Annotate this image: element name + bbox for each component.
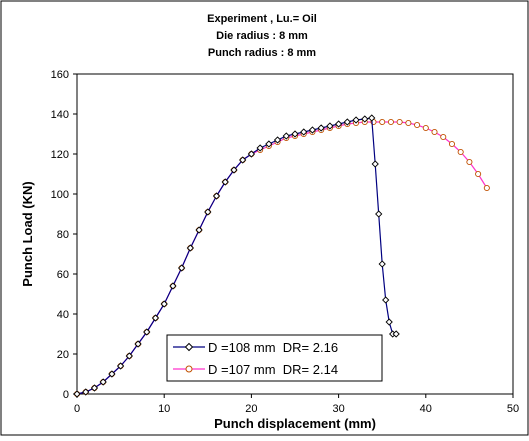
data-point-series-1 [169, 282, 177, 290]
legend: D =108 mm DR= 2.16 D =107 mm DR= 2.14 [166, 334, 383, 382]
legend-box [166, 334, 383, 382]
data-point-series-2 [414, 121, 421, 129]
data-point-series-1 [300, 128, 308, 136]
data-point-series-1 [212, 192, 221, 200]
y-tick-label: 0 [63, 389, 69, 401]
y-tick-label: 160 [51, 69, 69, 81]
data-point-series-1 [368, 114, 376, 122]
y-axis: 0 20 40 60 80 100 120 140 160 [51, 69, 77, 401]
data-point-series-2 [457, 148, 464, 156]
y-axis-title: Punch Load (KN) [20, 181, 35, 286]
data-point-series-1 [186, 244, 194, 252]
y-tick-label: 100 [51, 189, 69, 201]
legend-marker-2 [185, 365, 193, 373]
data-point-series-1 [239, 156, 247, 164]
data-point-series-1 [343, 118, 351, 126]
data-point-series-2 [379, 118, 386, 126]
data-point-series-1 [385, 318, 393, 326]
data-point-series-1 [382, 296, 390, 304]
data-point-series-1 [73, 390, 81, 398]
data-point-series-1 [317, 124, 325, 132]
data-point-series-1 [230, 166, 238, 174]
data-point-series-1 [195, 226, 203, 234]
data-point-series-1 [265, 140, 273, 148]
data-point-series-1 [256, 144, 264, 152]
data-point-series-1 [99, 378, 107, 386]
y-tick-label: 140 [51, 109, 69, 121]
x-axis-title: Punch displacement (mm) [214, 416, 376, 431]
data-point-series-1 [378, 260, 386, 268]
x-tick-label: 40 [420, 403, 432, 415]
x-tick-label: 50 [507, 403, 519, 415]
data-point-series-2 [396, 118, 403, 126]
data-point-series-1 [108, 370, 116, 378]
data-point-series-1 [82, 388, 90, 396]
data-point-series-2 [431, 128, 438, 136]
data-point-series-1 [151, 314, 160, 322]
chart-title-line-2: Die radius : 8 mm [216, 30, 308, 42]
data-point-series-2 [405, 119, 412, 127]
data-point-series-1 [334, 120, 343, 128]
x-tick-label: 0 [74, 403, 80, 415]
data-point-series-1 [116, 362, 125, 370]
x-tick-label: 30 [332, 403, 344, 415]
data-point-series-1 [326, 122, 334, 130]
data-point-series-1 [143, 328, 151, 336]
data-point-series-1 [90, 384, 99, 392]
x-axis: 0 10 20 30 40 50 [74, 394, 519, 415]
x-tick-label: 20 [245, 403, 257, 415]
data-point-series-2 [466, 158, 473, 166]
data-point-series-1 [361, 115, 369, 123]
data-point-series-1 [221, 178, 229, 186]
legend-label-1: D =108 mm DR= 2.16 [208, 340, 338, 355]
y-tick-label: 60 [57, 269, 69, 281]
x-tick-label: 10 [158, 403, 170, 415]
data-point-series-2 [483, 184, 490, 192]
chart-title-line-1: Experiment , Lu.= Oil [207, 13, 317, 25]
chart-title-line-3: Punch radius : 8 mm [208, 47, 316, 59]
data-point-series-1 [134, 340, 142, 348]
data-point-series-1 [125, 352, 133, 360]
y-tick-label: 120 [51, 149, 69, 161]
data-point-series-2 [440, 133, 447, 141]
y-tick-label: 80 [57, 229, 69, 241]
data-point-series-1 [247, 150, 256, 158]
data-point-series-2 [475, 170, 482, 178]
legend-label-2: D =107 mm DR= 2.14 [208, 362, 338, 377]
y-tick-label: 40 [57, 309, 69, 321]
data-point-series-1 [371, 160, 379, 168]
data-point-series-1 [204, 208, 212, 216]
data-point-series-1 [160, 300, 168, 308]
series-layer [73, 114, 490, 398]
data-point-series-1 [392, 330, 400, 338]
data-point-series-2 [387, 118, 394, 126]
data-point-series-1 [291, 130, 299, 138]
data-point-series-1 [308, 126, 317, 134]
data-point-series-2 [448, 140, 456, 148]
data-point-series-1 [178, 264, 186, 272]
data-point-series-1 [375, 210, 383, 218]
data-point-series-1 [282, 132, 290, 140]
legend-marker-1 [184, 342, 194, 352]
y-tick-label: 20 [57, 349, 69, 361]
data-point-series-1 [352, 116, 360, 124]
data-point-series-1 [273, 136, 282, 144]
data-point-series-2 [422, 124, 429, 132]
